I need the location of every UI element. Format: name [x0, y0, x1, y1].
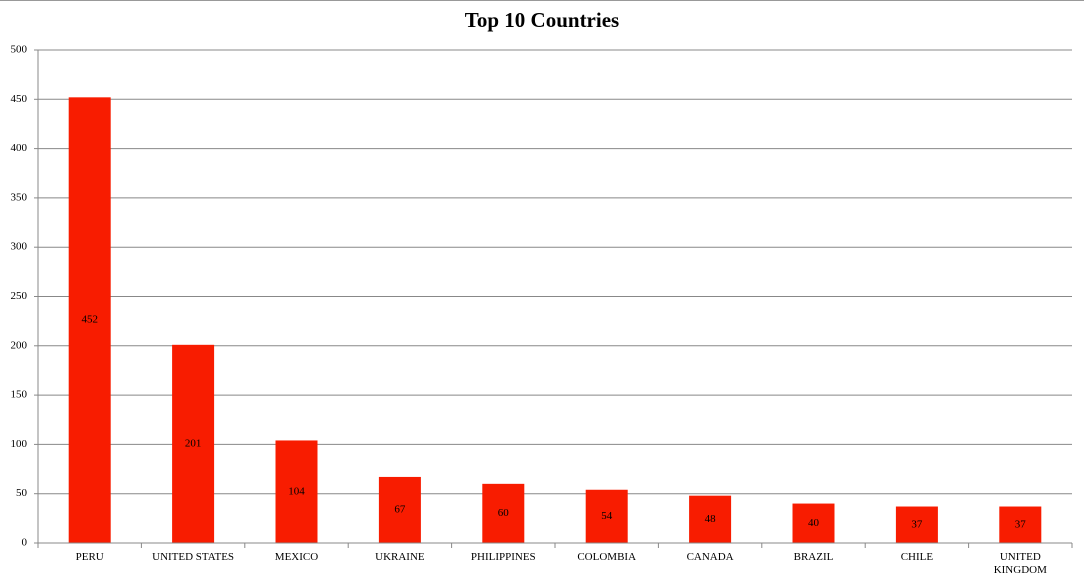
- y-tick-label: 0: [22, 537, 28, 549]
- bar: [482, 483, 525, 543]
- bar: [792, 503, 835, 543]
- y-tick-label: 150: [11, 389, 28, 401]
- x-tick-label: MEXICO: [274, 551, 319, 563]
- chart-title: Top 10 Countries: [465, 8, 619, 32]
- x-tick-label: UNITED STATES: [152, 551, 235, 563]
- data-label: 201: [185, 437, 202, 449]
- bar: [378, 476, 421, 543]
- y-tick-label: 250: [11, 290, 28, 302]
- data-label: 48: [705, 513, 717, 525]
- data-label: 104: [288, 485, 305, 497]
- x-tick-label: CANADA: [686, 551, 734, 563]
- x-tick-label: BRAZIL: [793, 551, 834, 563]
- bar: [999, 506, 1042, 543]
- data-label: 54: [601, 510, 613, 522]
- y-tick-label: 200: [11, 339, 28, 351]
- y-tick-label: 50: [16, 487, 28, 499]
- bar: [585, 489, 628, 543]
- data-label: 60: [498, 507, 510, 519]
- y-tick-label: 400: [11, 142, 28, 154]
- x-tick-label: CHILE: [900, 551, 934, 563]
- x-tick-label: COLOMBIA: [577, 551, 637, 563]
- y-tick-label: 500: [11, 44, 28, 56]
- y-tick-label: 100: [11, 438, 28, 450]
- data-label: 37: [1015, 518, 1027, 530]
- bar: [68, 97, 111, 543]
- data-label: 40: [808, 517, 820, 529]
- x-tick-label: UNITED KINGDOM: [993, 551, 1047, 576]
- data-label: 37: [911, 518, 923, 530]
- bar: [172, 344, 215, 543]
- x-tick-label: PHILIPPINES: [470, 551, 536, 563]
- y-tick-label: 350: [11, 191, 28, 203]
- data-label: 67: [394, 504, 406, 516]
- y-tick-label: 450: [11, 93, 28, 105]
- bar: [895, 506, 938, 543]
- bar: [275, 440, 318, 543]
- data-label: 452: [81, 314, 98, 326]
- bar: [689, 495, 732, 543]
- x-tick-label: UKRAINE: [375, 551, 425, 563]
- x-tick-label: PERU: [75, 551, 104, 563]
- y-tick-label: 300: [11, 241, 28, 253]
